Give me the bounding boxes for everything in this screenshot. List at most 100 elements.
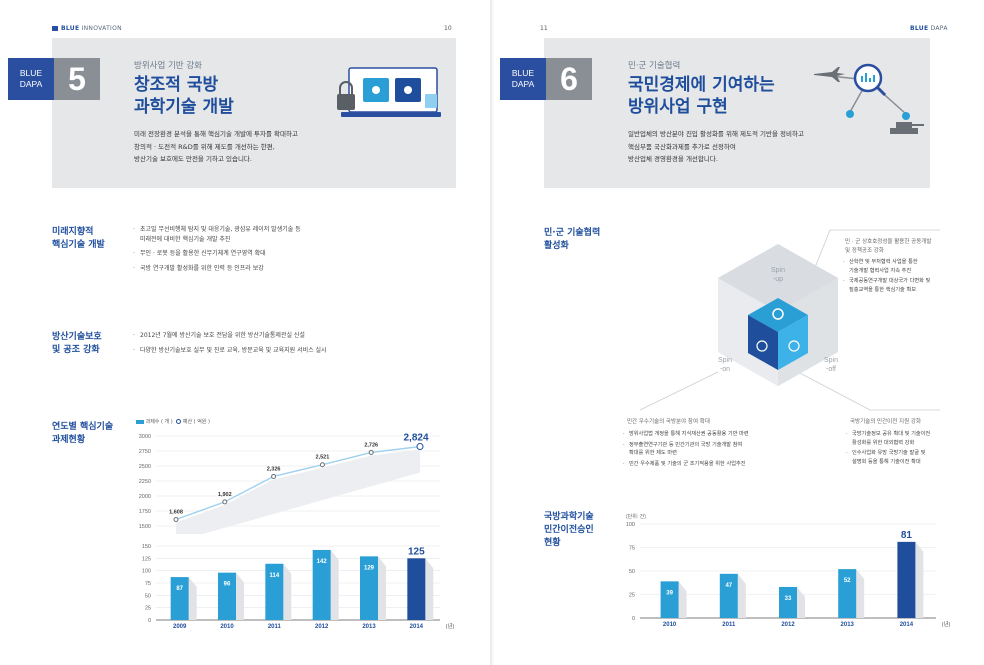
- right-banner-title: 국민경제에 기여하는 방위사업 구현: [628, 75, 775, 117]
- y-tick-label: 125: [142, 556, 151, 562]
- jet-icon: [814, 67, 845, 82]
- runhead-brand: BLUE: [61, 25, 80, 32]
- bar: [312, 549, 331, 620]
- x-tick-label: 2009: [173, 624, 187, 630]
- right-section1-title: 민·군 기술협력 활성화: [544, 228, 601, 251]
- cycle-icon: [788, 340, 800, 352]
- left-section1-bullets: 초고밀 무선비행체 탐지 및 대응기술, 광섬유 레이저 발생기술 등 미래전에…: [133, 225, 433, 278]
- laptop-base-icon: [341, 112, 441, 117]
- x-unit-label: (년): [446, 622, 455, 630]
- bar: [407, 558, 426, 620]
- right-banner-number: 6: [546, 58, 592, 100]
- bar-shadow: [797, 586, 805, 618]
- runhead-brand: BLUE: [910, 25, 929, 32]
- left-section1-title: 미래지향적 핵심기술 개발: [52, 227, 105, 250]
- data-label: 2,521: [316, 455, 330, 461]
- list-item: 국방기술정보 공유 확대 및 기술이전 활성화를 위한 대외협력 강화: [846, 430, 966, 447]
- tank-icon: [890, 122, 924, 134]
- x-tick-label: 2014: [410, 624, 424, 630]
- bar-shadow: [378, 556, 386, 620]
- legend-bar-swatch: [136, 419, 144, 424]
- magnifier-icon: [853, 63, 883, 93]
- data-point: [271, 473, 277, 479]
- bar-value-label: 87: [176, 586, 183, 592]
- list-item: 산학연 및 부처협력 사업을 통한 기술개발 협력사업 지속 추진: [843, 258, 963, 275]
- left-section2-title: 방산기술보호 및 공조 강화: [52, 332, 102, 355]
- bar: [719, 573, 738, 618]
- y-tick-label: 2000: [139, 494, 151, 500]
- lock-icon: [337, 94, 355, 110]
- node-icon: [846, 110, 854, 118]
- bar-shadow: [425, 558, 434, 620]
- spin-on-bullets: 방위사업법 개정을 통해 지식재산권 공동활용 기반 마련 정부출연연구기관 등…: [623, 430, 813, 470]
- list-item: 인수사업화 유망 국방기술 발굴 및 설명회 등을 통해 기술이전 확대: [846, 449, 966, 466]
- spin-up-bullets: 산학연 및 부처협력 사업을 통한 기술개발 협력사업 지속 추진 국제공동연구…: [843, 258, 963, 296]
- left-running-header: BLUE INNOVATION: [52, 25, 122, 32]
- brand-mark-icon: [52, 26, 58, 31]
- x-tick-label: 2010: [220, 624, 234, 630]
- laptop-screen-icon: [348, 67, 438, 113]
- inner-right-face: [778, 315, 808, 370]
- chart-legend: 과제수 ( 개 ) 예산 ( 억원 ): [136, 418, 210, 425]
- bar-value-label: 33: [785, 596, 792, 602]
- y-tick-label: 25: [145, 606, 151, 612]
- list-item: 정부출연연구기관 등 민간기관의 국방 기술개발 참여 확대를 위한 제도 마련: [623, 441, 813, 458]
- network-illustration: [814, 63, 924, 134]
- left-banner-title: 창조적 국방 과학기술 개발: [134, 75, 234, 117]
- spin-off-label: Spin -off: [824, 357, 838, 373]
- y-tick-label: 3000: [139, 434, 151, 440]
- bar-value-label: 52: [844, 578, 851, 584]
- x-unit-label: (년): [942, 620, 951, 628]
- security-illustration: [337, 67, 441, 117]
- bar: [218, 572, 236, 620]
- y-tick-label: 2500: [139, 464, 151, 470]
- bar-value-label: 81: [901, 530, 913, 541]
- y-tick-label: 2250: [139, 479, 151, 485]
- y-tick-label: 100: [626, 522, 635, 528]
- bar-value-label: 96: [224, 582, 231, 588]
- right-section2-title: 국방과학기술 민간이전승인 현황: [544, 512, 594, 548]
- bar-shadow: [737, 573, 746, 618]
- right-banner-tag: BLUE DAPA: [500, 58, 546, 100]
- data-point: [319, 462, 325, 468]
- bar: [779, 586, 797, 618]
- list-item: 국제공동연구개발 대상국가 다변화 및 질충교역을 통한 핵심기술 확보: [843, 277, 963, 294]
- bar: [360, 556, 378, 620]
- legend-bar-label: 과제수 ( 개 ): [145, 419, 173, 425]
- data-point: [173, 517, 179, 523]
- x-tick-label: 2014: [900, 622, 914, 628]
- x-tick-label: 2012: [315, 624, 329, 630]
- data-label: 2,326: [267, 466, 281, 472]
- download-badge-icon: [404, 86, 412, 94]
- left-section3-title: 연도별 핵심기술 과제현황: [52, 422, 114, 445]
- left-page-number: 10: [444, 25, 452, 32]
- right-banner-description: 일반업체의 방산분야 진입 활성화를 위해 제도적 기반을 정비하고 핵심부품 …: [628, 130, 804, 163]
- spin-off-heading: 국방기술의 민간이전 지원 강화: [850, 419, 922, 425]
- y-tick-label: 1750: [139, 509, 151, 515]
- left-banner-tag: BLUE DAPA: [8, 58, 54, 100]
- budget-line-chart: 1500 1750 2000 2250 2500 2750 3000 1,608 1,902 2,…: [139, 433, 440, 534]
- data-label: 2,824: [403, 433, 428, 444]
- bar-shadow: [330, 549, 339, 620]
- bar: [838, 569, 857, 618]
- y-tick-label: 150: [142, 544, 151, 550]
- y-tick-label: 1500: [139, 524, 151, 530]
- spin-on-heading: 민간 우수기술의 국방분야 참여 확대: [627, 419, 710, 425]
- spin-up-label: Spin -up: [771, 267, 785, 283]
- spin-up-heading: 민 · 군 상호호정성을 활용한 공동개발 및 정책공조 강화: [845, 239, 932, 254]
- y-unit-label: (단위: 건): [626, 513, 646, 520]
- y-tick-label: 100: [142, 569, 151, 575]
- lightbulb-icon: [756, 340, 768, 352]
- bar-shadow: [236, 572, 244, 620]
- list-item: 2012년 7월에 방산기술 보호 전담을 위한 방산기술통제관실 신설: [133, 331, 453, 341]
- y-tick-label: 0: [148, 618, 151, 624]
- data-point: [368, 449, 374, 455]
- bar-value-label: 114: [269, 573, 279, 579]
- bar-value-label: 125: [408, 546, 425, 557]
- left-banner-description: 미래 전장환경 분석을 통해 핵심기술 개발에 투자를 확대하고 창의적 · 도…: [134, 130, 298, 163]
- y-tick-label: 0: [632, 616, 635, 622]
- spin-cube-diagram: Spin -up Spin -on Spin -off: [639, 229, 940, 411]
- bar: [660, 581, 679, 618]
- spin-off-bullets: 국방기술정보 공유 확대 및 기술이전 활성화를 위한 대외협력 강화 인수사업…: [846, 430, 966, 468]
